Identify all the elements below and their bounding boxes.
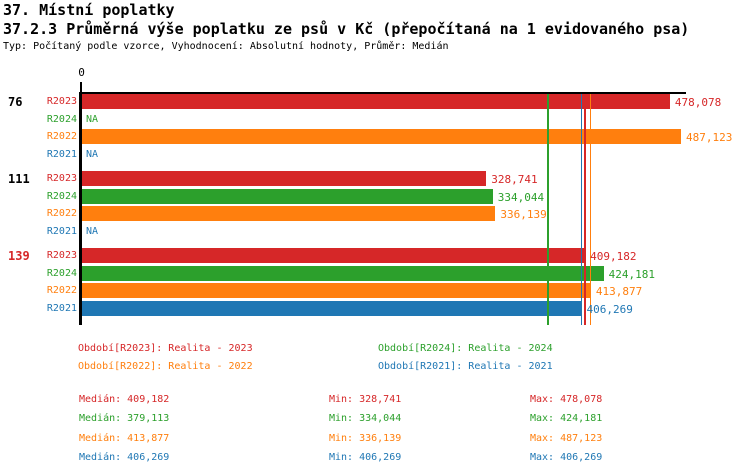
stat-min: Min: 334,044	[329, 413, 402, 424]
na-label: NA	[86, 225, 99, 237]
legend-item: Období[R2023]: Realita - 2023	[78, 343, 253, 354]
row-label: R2022	[46, 131, 77, 142]
bar	[82, 188, 493, 204]
bar-value-label: 406,269	[586, 302, 633, 316]
median-line	[589, 94, 592, 325]
row-label: R2023	[46, 173, 77, 184]
row-label: R2024	[46, 113, 77, 125]
bar-value-label: 413,877	[595, 285, 643, 298]
na-label: NA	[86, 113, 99, 125]
stat-median: Medián: 409,182	[79, 394, 170, 405]
median-line	[584, 94, 586, 325]
axis-zero-tick	[80, 82, 82, 92]
bar-value-label: 336,139	[500, 208, 547, 221]
median-line	[547, 94, 549, 325]
stat-median: Medián: 379,113	[79, 413, 170, 424]
bar	[82, 171, 487, 186]
bar-value-label: 409,182	[590, 250, 637, 263]
row-label: R2022	[46, 208, 77, 219]
group-label: 111	[8, 172, 30, 186]
bar	[82, 94, 670, 109]
page-title: 37. Místní poplatky	[3, 1, 175, 19]
bar-value-label: 478,078	[674, 96, 722, 109]
row-label: R2021	[46, 225, 77, 237]
stat-min: Min: 336,139	[329, 433, 402, 444]
stat-min: Min: 406,269	[329, 452, 402, 463]
page-subtitle: 37.2.3 Průměrná výše poplatku ze psů v K…	[3, 20, 690, 38]
group-label: 139	[8, 249, 30, 263]
row-label: R2024	[46, 267, 77, 279]
stat-min: Min: 328,741	[329, 394, 402, 405]
group-label: 76	[8, 95, 23, 109]
row-label: R2021	[46, 148, 77, 160]
stat-max: Max: 487,123	[530, 433, 603, 444]
row-label: R2023	[46, 96, 77, 107]
bar-value-label: 424,181	[608, 267, 655, 281]
bar-value-label: 487,123	[686, 131, 733, 144]
legend-item: Období[R2021]: Realita - 2021	[378, 361, 553, 372]
bar	[82, 129, 681, 144]
bar-value-label: 328,741	[491, 173, 538, 186]
stat-median: Medián: 406,269	[79, 452, 170, 463]
stat-max: Max: 406,269	[530, 452, 603, 463]
row-label: R2023	[46, 250, 77, 261]
bar	[82, 206, 496, 221]
median-line	[580, 94, 583, 325]
chart-meta: Typ: Počítaný podle vzorce, Vyhodnocení:…	[3, 41, 449, 52]
row-label: R2024	[46, 190, 77, 202]
row-label: R2021	[46, 302, 77, 314]
bar-value-label: 334,044	[497, 190, 545, 204]
bar	[82, 300, 582, 316]
bar	[82, 248, 586, 263]
stat-max: Max: 424,181	[530, 413, 603, 424]
bar	[82, 283, 591, 298]
stat-median: Medián: 413,877	[79, 433, 170, 444]
bar	[82, 265, 604, 281]
y-axis-line	[79, 92, 82, 325]
x-axis-line	[81, 92, 686, 94]
row-label: R2022	[46, 285, 77, 296]
legend-item: Období[R2022]: Realita - 2022	[78, 361, 253, 372]
axis-zero-label: 0	[78, 66, 85, 79]
legend-item: Období[R2024]: Realita - 2024	[378, 343, 553, 354]
stat-max: Max: 478,078	[530, 394, 603, 405]
na-label: NA	[86, 148, 99, 160]
